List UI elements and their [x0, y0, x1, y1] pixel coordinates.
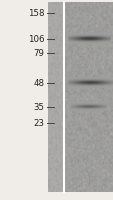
Text: 23: 23: [33, 118, 44, 128]
Text: 48: 48: [33, 78, 44, 88]
Bar: [47, 2, 64, 192]
Text: 79: 79: [33, 48, 44, 58]
Text: 158: 158: [28, 8, 44, 18]
Bar: [64, 2, 113, 192]
Text: 106: 106: [28, 34, 44, 44]
Text: 35: 35: [33, 102, 44, 112]
